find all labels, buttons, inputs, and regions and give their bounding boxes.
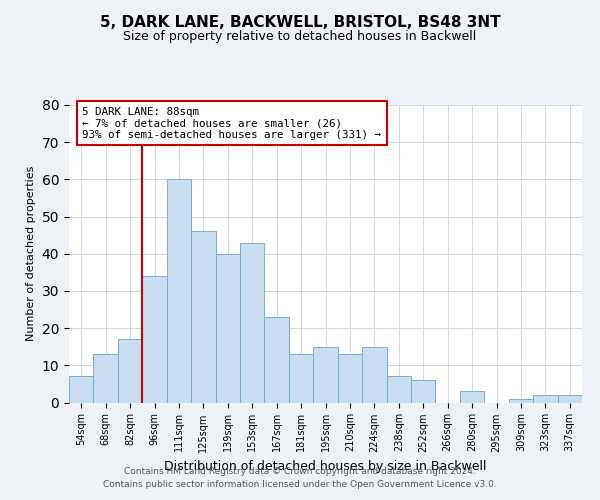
Text: 5 DARK LANE: 88sqm
← 7% of detached houses are smaller (26)
93% of semi-detached: 5 DARK LANE: 88sqm ← 7% of detached hous… — [82, 107, 382, 140]
Bar — [240, 242, 265, 402]
Bar — [69, 376, 94, 402]
Bar — [118, 340, 142, 402]
X-axis label: Distribution of detached houses by size in Backwell: Distribution of detached houses by size … — [164, 460, 487, 473]
Bar — [533, 395, 557, 402]
Bar — [411, 380, 436, 402]
Bar — [509, 399, 533, 402]
Text: 5, DARK LANE, BACKWELL, BRISTOL, BS48 3NT: 5, DARK LANE, BACKWELL, BRISTOL, BS48 3N… — [100, 15, 500, 30]
Text: Size of property relative to detached houses in Backwell: Size of property relative to detached ho… — [124, 30, 476, 43]
Bar — [265, 317, 289, 402]
Y-axis label: Number of detached properties: Number of detached properties — [26, 166, 36, 342]
Bar — [94, 354, 118, 403]
Text: Contains public sector information licensed under the Open Government Licence v3: Contains public sector information licen… — [103, 480, 497, 489]
Bar — [313, 346, 338, 403]
Bar — [460, 392, 484, 402]
Bar — [191, 232, 215, 402]
Bar — [338, 354, 362, 403]
Bar — [167, 180, 191, 402]
Bar — [557, 395, 582, 402]
Bar — [289, 354, 313, 403]
Bar — [362, 346, 386, 403]
Bar — [386, 376, 411, 402]
Bar — [142, 276, 167, 402]
Bar — [215, 254, 240, 402]
Text: Contains HM Land Registry data © Crown copyright and database right 2024.: Contains HM Land Registry data © Crown c… — [124, 467, 476, 476]
